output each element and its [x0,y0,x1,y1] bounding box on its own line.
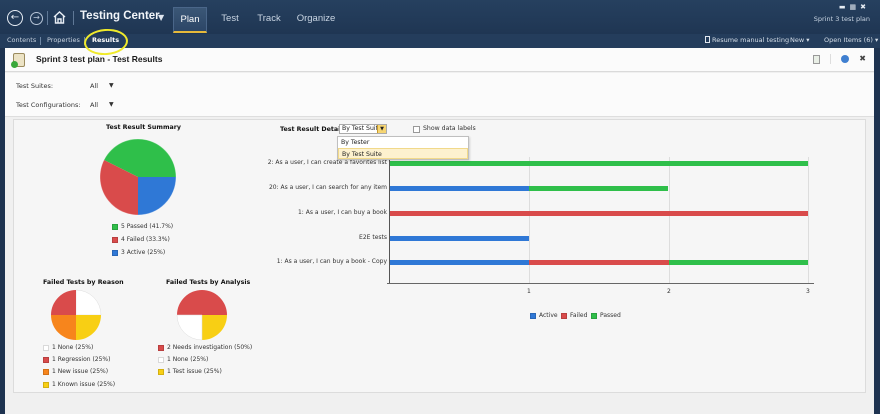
results-frame: Sprint 3 test plan - Test Results ✖ Test… [5,48,874,414]
export-icon[interactable] [813,54,821,64]
close-icon[interactable]: ✖ [860,3,870,11]
restore-icon[interactable]: ▦ [849,3,861,11]
analysis-pie-chart [176,290,227,341]
reason-chart-title: Failed Tests by Reason [43,279,124,286]
divider [40,37,41,45]
close-icon[interactable]: ✖ [859,54,866,63]
bar-passed [390,161,808,166]
minimize-icon[interactable]: ▬ [838,3,850,11]
show-data-labels-checkbox[interactable] [413,126,420,133]
legend-active: Active [530,312,558,319]
bar-label: 2: As a user, I can create a favorites l… [267,159,387,166]
subtab-results[interactable]: Results [92,36,120,44]
group-by-dropdown[interactable]: By Test Suite ▼ [339,124,387,134]
bar-active [390,260,529,265]
test-suites-dropdown[interactable]: All [90,82,99,90]
x-tick: 2 [667,288,671,295]
legend-passed: 5 Passed (41.7%) [112,223,173,230]
menu-item-by-tester[interactable]: By Tester [341,139,370,146]
bar-active [390,236,529,241]
app-switcher-chevron-down-icon[interactable]: ▼ [158,13,165,22]
title-bar: ← → Testing Center ▼ Plan Test Track Org… [0,0,880,34]
divider [830,54,832,64]
test-configurations-label: Test Configurations: [16,101,81,109]
divider [47,11,48,25]
subtab-contents[interactable]: Contents [7,36,37,44]
divider [84,37,85,45]
app-title: Testing Center [80,10,160,22]
legend-none: 1 None (25%) [43,344,93,351]
x-tick: 1 [527,288,531,295]
summary-pie-chart [99,138,177,216]
bar-failed [529,260,669,265]
back-button[interactable]: ← [7,10,23,26]
summary-chart-title: Test Result Summary [106,124,181,131]
tab-organize[interactable]: Organize [296,13,336,24]
menu-item-by-test-suite[interactable]: By Test Suite [338,148,468,159]
home-icon[interactable] [52,10,67,25]
legend-failed: 4 Failed (33.3%) [112,236,170,243]
reason-pie-chart [51,289,102,340]
test-plan-icon [11,53,25,68]
page-header: Sprint 3 test plan - Test Results ✖ [5,48,874,72]
test-configurations-dropdown[interactable]: All [90,101,99,109]
legend-new-issue: 1 New issue (25%) [43,368,108,375]
bar-active [390,186,529,191]
open-items-button[interactable]: Open Items (6) ▾ [824,36,878,44]
bar-passed [529,186,668,191]
group-by-menu: By Tester By Test Suite [337,136,469,160]
legend-needs-investigation: 2 Needs investigation (50%) [158,344,252,351]
resume-manual-testing-button[interactable]: Resume manual testing [705,36,789,44]
bar-label: 1: As a user, I can buy a book [297,209,387,216]
page-title: Sprint 3 test plan - Test Results [36,54,163,64]
footer-space [5,394,874,414]
bar-label: 1: As a user, I can buy a book - Copy [276,258,387,265]
help-icon[interactable] [841,55,850,63]
chevron-down-icon: ▾ [806,36,810,44]
tab-test[interactable]: Test [221,13,239,24]
group-by-value: By Test Suite [342,125,382,132]
legend-regression: 1 Regression (25%) [43,356,110,363]
forward-button[interactable]: → [30,12,43,25]
x-tick: 3 [806,288,810,295]
legend-active: 3 Active (25%) [112,249,165,256]
tab-track[interactable]: Track [257,13,281,24]
chevron-down-icon[interactable]: ▼ [109,101,114,108]
header-actions: ✖ [813,54,866,64]
gridline [669,157,670,283]
x-axis [387,283,814,284]
gridline [808,157,809,283]
legend-test-issue: 1 Test issue (25%) [158,368,222,375]
y-axis [389,157,390,284]
chevron-down-icon[interactable]: ▼ [377,125,386,133]
legend-passed: Passed [591,312,621,319]
bar-failed [390,211,808,216]
details-chart-title: Test Result Details [280,126,347,133]
analysis-chart-title: Failed Tests by Analysis [166,279,251,286]
test-suites-label: Test Suites: [16,82,54,90]
bar-passed [669,260,808,265]
sub-navigation: Contents Properties Results Resume manua… [0,34,880,48]
current-plan-name: Sprint 3 test plan [813,15,870,23]
filters-area: Test Suites: All ▼ Test Configurations: … [5,73,874,117]
subtab-properties[interactable]: Properties [47,36,80,44]
tab-plan[interactable]: Plan [173,7,207,33]
gridline [529,157,530,283]
open-items-label: Open Items (6) [824,36,873,44]
bar-label: 20: As a user, I can search for any item [268,184,387,191]
legend-known-issue: 1 Known issue (25%) [43,381,115,388]
window-controls: ▬▦✖ [839,3,870,11]
bar-label: E2E tests [359,234,387,241]
divider [73,11,74,25]
resume-manual-testing-label: Resume manual testing [712,36,790,44]
legend-none: 1 None (25%) [158,356,208,363]
chevron-down-icon: ▾ [874,36,879,44]
legend-failed: Failed [561,312,587,319]
test-runner-icon [705,36,710,43]
new-menu-button[interactable]: New ▾ [790,36,810,44]
show-data-labels-label: Show data labels [423,125,476,132]
chevron-down-icon[interactable]: ▼ [109,82,114,89]
new-label: New [790,36,805,44]
